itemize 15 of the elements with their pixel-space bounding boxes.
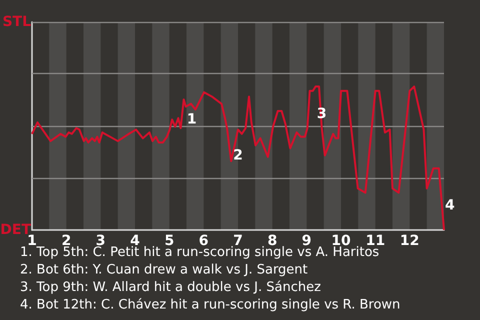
text: 3. Top 9th: W. Allard hit a double vs J. Sánchez [20,280,322,295]
x-tick-label: 5 [164,233,174,249]
x-tick-label: 7 [233,233,243,249]
x-tick-label: 8 [267,233,278,249]
text: 4. Bot 12th: C. Chávez hit a run-scoring single vs R. Brown [20,298,400,312]
annotation: 4 [445,198,455,214]
text: STL [2,14,32,30]
annotation: 2 [233,147,243,164]
x-tick-label: 9 [302,233,312,249]
x-tick-label: 1 [27,233,37,249]
x-tick-label: 11 [366,233,386,249]
x-tick-label: 6 [198,233,209,249]
annotation: 1 [186,112,197,128]
text: 2. Bot 6th: Y. Cuan drew a walk vs J. Sargent [20,262,308,278]
x-tick-label: 12 [400,233,420,249]
